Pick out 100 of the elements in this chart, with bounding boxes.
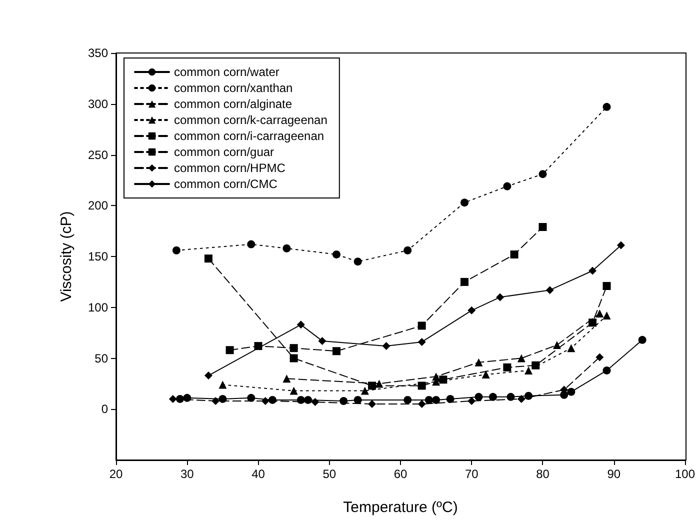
legend-label: common corn/alginate (174, 97, 292, 111)
y-tick-label: 150 (88, 250, 108, 264)
point (439, 376, 448, 384)
point (446, 394, 454, 403)
point (468, 396, 476, 405)
point (354, 258, 362, 266)
x-tick-label: 30 (180, 467, 194, 481)
y-tick-label: 0 (101, 402, 108, 416)
point (360, 386, 369, 395)
point (546, 286, 554, 294)
point (616, 241, 625, 250)
point (172, 246, 180, 254)
point (218, 380, 227, 389)
point (332, 250, 340, 258)
point (588, 266, 597, 275)
point (296, 320, 305, 329)
point (354, 396, 362, 404)
point (424, 396, 433, 404)
point (168, 394, 177, 403)
point (567, 388, 576, 396)
point (524, 392, 533, 400)
point (532, 361, 540, 370)
point (332, 347, 340, 356)
point (204, 254, 212, 263)
point (503, 182, 512, 190)
y-tick-label: 350 (88, 46, 108, 60)
point (404, 246, 412, 254)
x-tick-label: 80 (536, 467, 550, 481)
point (418, 382, 426, 390)
point (296, 396, 305, 404)
point (176, 394, 184, 403)
point (602, 282, 611, 290)
legend-label: common corn/CMC (174, 177, 278, 191)
point (247, 240, 256, 248)
point (602, 312, 611, 320)
point (268, 396, 276, 404)
point (368, 382, 376, 390)
x-axis-title: Temperature (ºC) (343, 499, 458, 516)
x-tick-label: 60 (394, 467, 408, 481)
point (596, 309, 604, 318)
point (638, 336, 646, 344)
point (282, 244, 291, 252)
legend-label: common corn/i-carrageenan (174, 129, 324, 143)
point (382, 342, 390, 350)
legend-label: common corn/water (174, 65, 280, 79)
point (517, 394, 526, 403)
point (290, 344, 298, 352)
point (506, 392, 515, 401)
point (226, 346, 234, 354)
point (474, 358, 483, 366)
point (218, 394, 227, 403)
point (538, 170, 547, 178)
y-tick-label: 200 (88, 198, 108, 213)
point (282, 374, 291, 383)
y-tick-label: 250 (88, 148, 108, 162)
point (503, 363, 512, 372)
point (418, 400, 426, 408)
point (290, 354, 298, 362)
x-tick-label: 40 (252, 467, 266, 481)
point (488, 392, 497, 401)
point (368, 400, 376, 408)
x-tick-label: 70 (464, 467, 479, 481)
point (460, 198, 469, 207)
point (538, 222, 547, 231)
point (204, 372, 212, 380)
point (432, 396, 440, 404)
x-tick-label: 100 (674, 467, 696, 481)
point (524, 366, 533, 374)
point (290, 386, 298, 395)
point (418, 322, 426, 330)
y-axis-title: Viscosity (cP) (58, 211, 75, 302)
point (496, 293, 504, 302)
point (212, 396, 220, 405)
point (517, 354, 526, 362)
point (304, 396, 312, 404)
point (375, 380, 384, 388)
point (482, 370, 490, 379)
x-tick-label: 90 (607, 467, 621, 481)
point (474, 392, 483, 401)
point (552, 341, 561, 350)
point (510, 250, 518, 258)
point (183, 394, 192, 402)
legend-label: common corn/xanthan (174, 81, 293, 95)
point (468, 306, 476, 314)
point (567, 344, 576, 352)
y-tick-label: 300 (88, 96, 108, 111)
y-tick-label: 50 (94, 351, 108, 366)
legend-label: common corn/guar (174, 145, 274, 159)
point (311, 398, 320, 406)
y-tick-label: 100 (88, 300, 108, 314)
point (318, 336, 326, 345)
x-tick-label: 20 (109, 467, 123, 481)
point (404, 396, 412, 404)
point (588, 318, 597, 327)
point (602, 102, 611, 111)
point (418, 338, 426, 346)
point (602, 366, 611, 374)
point (340, 396, 348, 405)
point (247, 394, 256, 402)
legend-label: common corn/HPMC (174, 161, 286, 175)
